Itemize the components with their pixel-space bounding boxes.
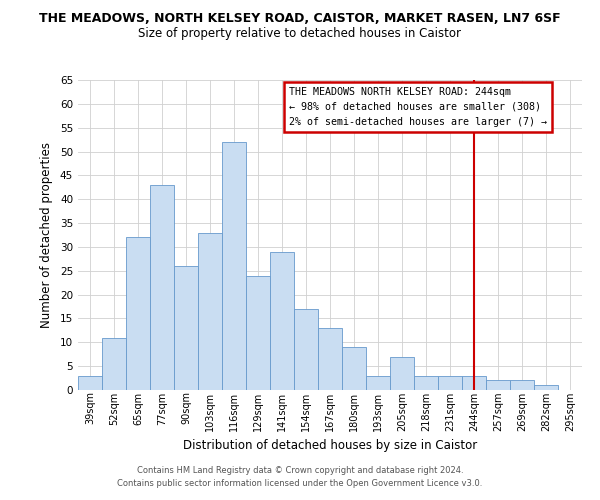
Bar [414, 376, 438, 390]
Bar [342, 347, 366, 390]
Bar [294, 309, 318, 390]
Text: Contains HM Land Registry data © Crown copyright and database right 2024.
Contai: Contains HM Land Registry data © Crown c… [118, 466, 482, 487]
Bar [198, 232, 222, 390]
Bar [150, 185, 174, 390]
Bar [102, 338, 126, 390]
Bar [78, 376, 102, 390]
Bar [318, 328, 342, 390]
Bar [510, 380, 534, 390]
X-axis label: Distribution of detached houses by size in Caistor: Distribution of detached houses by size … [183, 439, 477, 452]
Text: Size of property relative to detached houses in Caistor: Size of property relative to detached ho… [139, 28, 461, 40]
Bar [222, 142, 246, 390]
Bar [246, 276, 270, 390]
Bar [486, 380, 510, 390]
Bar [462, 376, 486, 390]
Bar [174, 266, 198, 390]
Text: THE MEADOWS NORTH KELSEY ROAD: 244sqm
← 98% of detached houses are smaller (308): THE MEADOWS NORTH KELSEY ROAD: 244sqm ← … [289, 87, 547, 127]
Bar [126, 238, 150, 390]
Bar [390, 356, 414, 390]
Bar [366, 376, 390, 390]
Bar [270, 252, 294, 390]
Bar [534, 385, 558, 390]
Y-axis label: Number of detached properties: Number of detached properties [40, 142, 53, 328]
Bar [438, 376, 462, 390]
Text: THE MEADOWS, NORTH KELSEY ROAD, CAISTOR, MARKET RASEN, LN7 6SF: THE MEADOWS, NORTH KELSEY ROAD, CAISTOR,… [39, 12, 561, 26]
